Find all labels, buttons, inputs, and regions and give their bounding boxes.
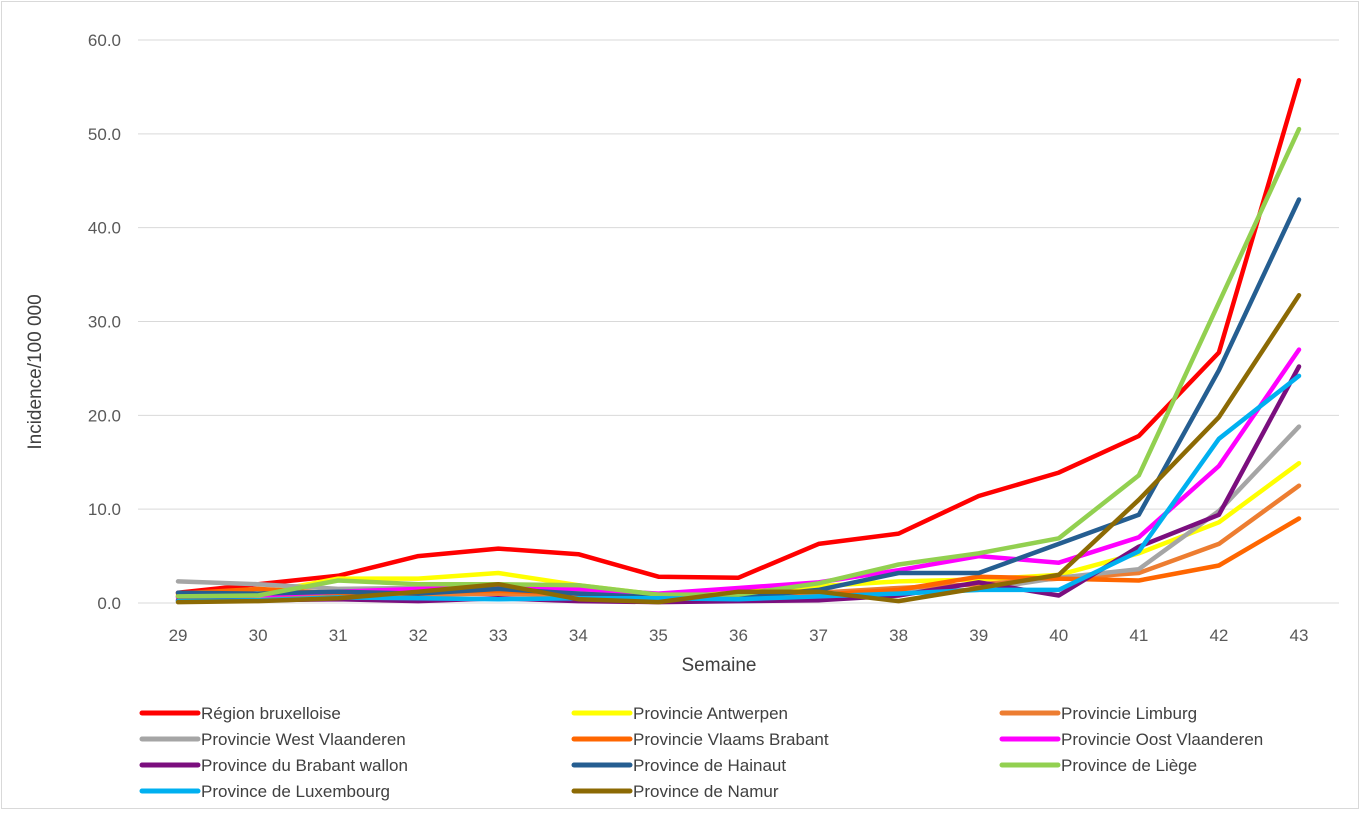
- y-tick-label: 0.0: [97, 594, 121, 613]
- y-axis-title: Incidence/100 000: [25, 294, 46, 449]
- y-tick-label: 50.0: [88, 125, 121, 144]
- legend-label: Provincie Antwerpen: [633, 704, 788, 723]
- legend-label: Province de Namur: [633, 782, 779, 801]
- x-tick-label: 42: [1209, 626, 1228, 645]
- x-tick-label: 37: [809, 626, 828, 645]
- x-axis-ticks: 29 30 31 32 33 34 35 36 37 38 39 40 41 42 43: [169, 626, 1309, 645]
- x-tick-label: 43: [1290, 626, 1309, 645]
- series-line: [175, 292, 1302, 605]
- series-line: [175, 373, 1302, 604]
- y-tick-label: 20.0: [88, 406, 121, 425]
- legend-label: Provincie Oost Vlaanderen: [1061, 730, 1263, 749]
- x-axis-title: Semaine: [682, 655, 757, 676]
- x-tick-label: 30: [249, 626, 268, 645]
- legend-label: Provincie West Vlaanderen: [201, 730, 406, 749]
- series-line: [175, 78, 1302, 595]
- y-tick-label: 40.0: [88, 219, 121, 238]
- x-tick-label: 33: [489, 626, 508, 645]
- legend-label: Province de Hainaut: [633, 756, 786, 775]
- legend-label: Province de Liège: [1061, 756, 1197, 775]
- x-tick-label: 39: [969, 626, 988, 645]
- x-tick-label: 29: [169, 626, 188, 645]
- legend-label: Province de Luxembourg: [201, 782, 390, 801]
- series-line: [175, 126, 1302, 599]
- x-tick-label: 36: [729, 626, 748, 645]
- y-tick-label: 10.0: [88, 500, 121, 519]
- y-tick-label: 30.0: [88, 313, 121, 332]
- legend-label: Provincie Vlaams Brabant: [633, 730, 829, 749]
- legend: Région bruxelloise Provincie Antwerpen Pro…: [139, 704, 1263, 801]
- series-lines: [175, 78, 1302, 605]
- x-tick-label: 38: [889, 626, 908, 645]
- x-tick-label: 41: [1129, 626, 1148, 645]
- series-line: [175, 347, 1302, 600]
- legend-label: Provincie Limburg: [1061, 704, 1197, 723]
- y-tick-label: 60.0: [88, 31, 121, 50]
- x-tick-label: 35: [649, 626, 668, 645]
- legend-label: Province du Brabant wallon: [201, 756, 408, 775]
- y-axis-ticks: 0.0 10.0 20.0 30.0 40.0 50.0 60.0: [88, 31, 121, 613]
- x-tick-label: 31: [329, 626, 348, 645]
- legend-label: Région bruxelloise: [201, 704, 341, 723]
- x-tick-label: 32: [409, 626, 428, 645]
- x-tick-label: 34: [569, 626, 588, 645]
- x-tick-label: 40: [1049, 626, 1068, 645]
- gridlines: [138, 39, 1339, 604]
- series-line: [175, 516, 1302, 600]
- series-line: [175, 424, 1302, 599]
